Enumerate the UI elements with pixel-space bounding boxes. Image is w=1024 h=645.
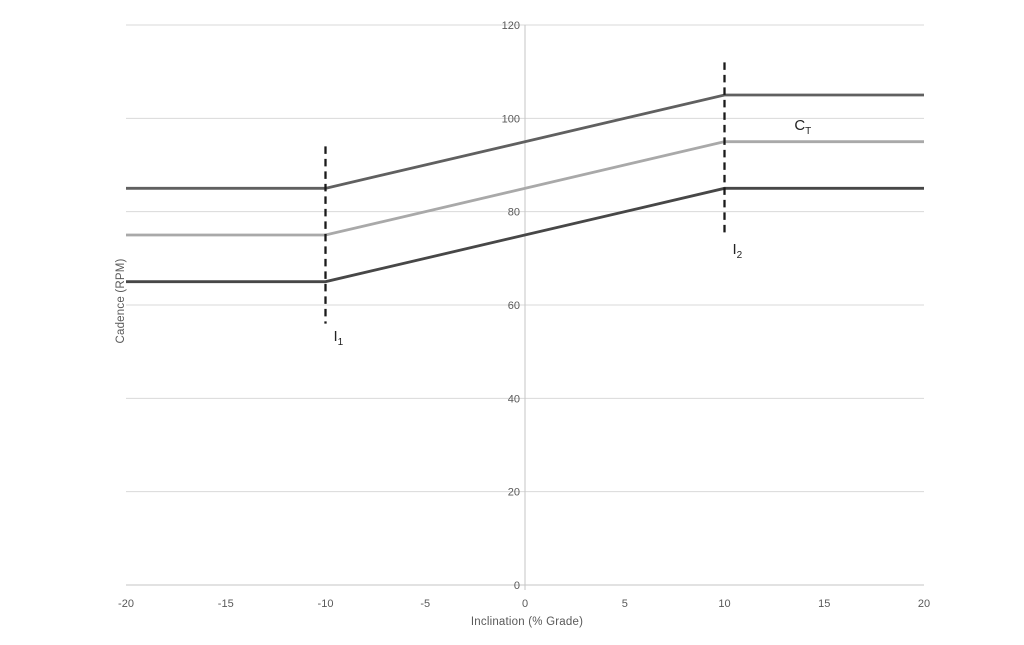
inclination-threshold-2-label: I2	[732, 241, 743, 262]
target-cadence-label-label: CT	[794, 117, 812, 138]
y-tick-label: 80	[508, 207, 520, 219]
y-tick-label: 0	[514, 580, 520, 592]
y-tick-label: 20	[508, 487, 520, 499]
y-tick-label: 60	[508, 300, 520, 312]
y-axis-title: Cadence (RPM)	[115, 258, 127, 344]
x-tick-label: 15	[818, 598, 830, 610]
x-tick-label: -15	[218, 598, 234, 610]
x-tick-label: 20	[918, 598, 930, 610]
x-tick-label: -5	[420, 598, 430, 610]
x-tick-label: -10	[318, 598, 334, 610]
y-tick-label: 120	[502, 20, 520, 32]
series-lower-cadence-line	[126, 186, 924, 284]
x-tick-label: -20	[118, 598, 134, 610]
series-target-cadence-line-CT	[126, 140, 924, 237]
x-tick-label: 10	[718, 598, 730, 610]
series-upper-cadence-line	[126, 93, 924, 190]
x-tick-label: 0	[522, 598, 528, 610]
x-axis-title: Inclination (% Grade)	[470, 616, 584, 628]
inclination-threshold-1-label: I1	[333, 327, 344, 348]
y-tick-label: 40	[508, 393, 520, 405]
y-tick-label: 100	[502, 113, 520, 125]
x-tick-label: 5	[622, 598, 628, 610]
